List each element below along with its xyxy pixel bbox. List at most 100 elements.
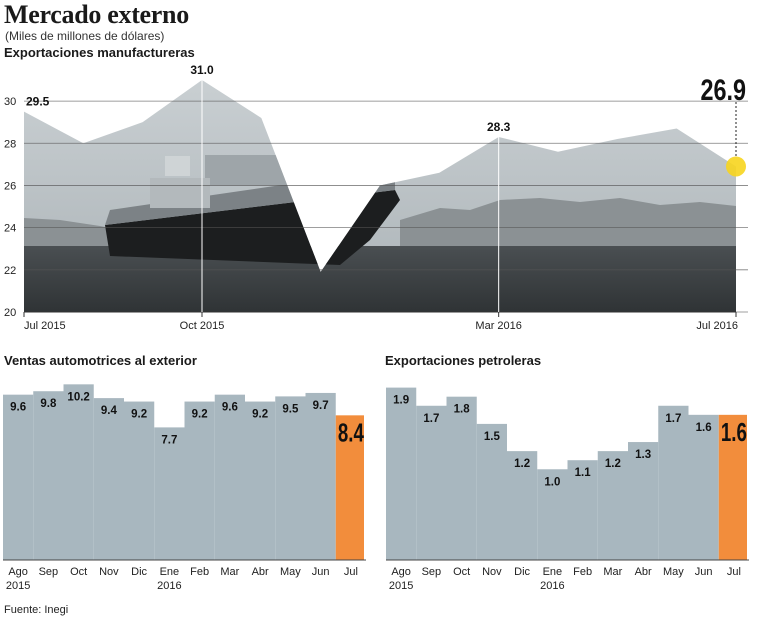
bar — [537, 469, 568, 560]
highlight-value-label: 26.9 — [700, 73, 746, 106]
bar — [476, 423, 507, 560]
bar — [446, 396, 477, 560]
bar-value-label: 9.2 — [131, 409, 147, 421]
x-tick-label: Feb — [573, 566, 592, 578]
x-tick-label: Jul — [727, 566, 741, 578]
y-tick-label: 24 — [4, 223, 16, 235]
data-label: 29.5 — [26, 95, 50, 109]
bar — [628, 442, 659, 560]
x-tick-label: Jul 2016 — [696, 320, 738, 332]
bar-value-label: 1.7 — [665, 413, 681, 425]
auto-chart-title: Ventas automotrices al exterior — [4, 353, 197, 368]
x-tick-year-label: 2016 — [540, 580, 564, 592]
bar-value-label: 1.9 — [393, 395, 409, 407]
bar-value-label: 1.5 — [484, 431, 501, 443]
y-tick-label: 26 — [4, 180, 16, 192]
x-tick-label: Oct — [453, 566, 470, 578]
bar-value-label: 9.4 — [101, 405, 118, 417]
bar-value-label: 9.6 — [222, 402, 238, 414]
bar-value-label: 9.6 — [10, 402, 26, 414]
bar-value-label: 1.0 — [544, 476, 560, 488]
x-tick-label: Feb — [190, 566, 209, 578]
bar — [154, 427, 185, 560]
mountain-range — [400, 198, 736, 260]
x-tick-label: Jul — [344, 566, 358, 578]
x-tick-label: Mar 2016 — [475, 320, 521, 332]
x-tick-label: Sep — [39, 566, 59, 578]
bar-value-label: 10.2 — [67, 391, 89, 403]
data-label: 31.0 — [190, 63, 214, 77]
source-note: Fuente: Inegi — [4, 604, 69, 616]
oil-chart-title: Exportaciones petroleras — [385, 353, 542, 368]
x-tick-label: Mar — [220, 566, 239, 578]
bar-value-label: 9.8 — [40, 398, 57, 410]
x-tick-label: Dic — [514, 566, 530, 578]
bar-value-label: 1.8 — [454, 404, 471, 416]
highlight-point — [726, 156, 746, 177]
x-tick-label: Ene — [160, 566, 180, 578]
bar — [386, 387, 417, 560]
bar-value-label: 9.7 — [313, 400, 329, 412]
x-tick-label: Jun — [312, 566, 330, 578]
y-tick-label: 20 — [4, 307, 16, 319]
x-tick-year-label: 2015 — [389, 580, 413, 592]
x-tick-label: Dic — [131, 566, 147, 578]
x-tick-label: Abr — [252, 566, 269, 578]
x-tick-label: Mar — [603, 566, 622, 578]
x-tick-label: May — [280, 566, 301, 578]
page-title: Mercado externo — [4, 0, 189, 29]
x-tick-label: Nov — [99, 566, 119, 578]
bar — [688, 414, 719, 560]
x-tick-label: Nov — [482, 566, 502, 578]
y-gridlines: 20 22 24 26 28 30 — [4, 96, 748, 319]
bar-value-label: 9.5 — [282, 403, 299, 415]
x-tick-label: Abr — [635, 566, 652, 578]
x-tick-year-label: 2015 — [6, 580, 30, 592]
bar — [184, 401, 215, 560]
bar-value-label: 7.7 — [161, 434, 177, 446]
bar — [275, 396, 306, 560]
x-tick-label: Ago — [8, 566, 28, 578]
bar-value-label: 1.2 — [514, 458, 530, 470]
bar-value-label: 1.2 — [605, 458, 621, 470]
bar — [567, 460, 598, 560]
bar — [305, 392, 336, 560]
y-tick-label: 28 — [4, 138, 16, 150]
bar — [63, 384, 94, 560]
bar-value-label: 1.3 — [635, 449, 651, 461]
bar — [3, 394, 34, 560]
bar — [718, 414, 747, 560]
x-tick-label: Jun — [695, 566, 713, 578]
bar — [33, 391, 64, 560]
y-tick-label: 30 — [4, 96, 16, 108]
x-tick-label: Sep — [422, 566, 442, 578]
x-tick-label: Ago — [391, 566, 411, 578]
bar-value-label: 1.1 — [575, 467, 592, 479]
data-label: 28.3 — [487, 120, 511, 134]
oil-exports-chart: 1.9 Ago 2015 1.7 Sep 1.8 Oct 1.5 Nov 1.2 Dic 1.0 Ene… — [386, 387, 749, 592]
bar — [93, 398, 124, 560]
bar — [245, 401, 276, 560]
bar — [658, 405, 689, 560]
bar — [507, 451, 538, 560]
manufacturing-chart-title: Exportaciones manufactureras — [4, 45, 195, 60]
x-tick-label: Oct 2015 — [180, 320, 225, 332]
auto-exports-chart: 9.6 Ago 2015 9.8 Sep 10.2 Oct 9.4 Nov 9.2 Dic 7.7 En… — [3, 384, 366, 592]
bar-value-label: 1.6 — [721, 417, 747, 447]
bar-value-label: 9.2 — [192, 409, 208, 421]
bar — [597, 451, 628, 560]
y-tick-label: 22 — [4, 265, 16, 277]
bar-value-label: 1.7 — [423, 413, 439, 425]
manufacturing-marks: Jul 2015 Oct 2015 Mar 2016 Jul 2016 29.5 31.0… — [23, 63, 746, 332]
bar-value-label: 8.4 — [338, 417, 364, 447]
x-tick-label: Oct — [70, 566, 87, 578]
bar-value-label: 9.2 — [252, 409, 268, 421]
sea — [24, 246, 736, 312]
bar-value-label: 1.6 — [696, 422, 712, 434]
bar — [416, 405, 447, 560]
x-tick-label: May — [663, 566, 684, 578]
bar — [124, 401, 155, 560]
bar — [335, 415, 364, 560]
x-tick-label: Jul 2015 — [24, 320, 66, 332]
